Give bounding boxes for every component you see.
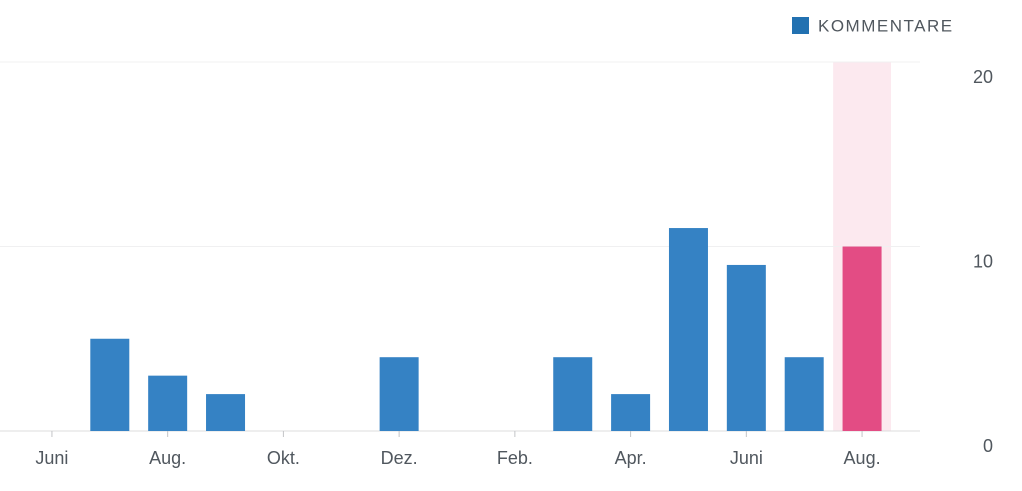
x-tick-label: Dez.: [381, 448, 418, 468]
bar: [379, 357, 419, 431]
bar: [90, 338, 130, 431]
x-tick-label: Okt.: [267, 448, 300, 468]
bar: [668, 228, 708, 431]
bar: [611, 394, 651, 431]
x-tick-label: Feb.: [497, 448, 533, 468]
y-tick-label: 10: [973, 251, 993, 271]
y-tick-label: 20: [973, 67, 993, 87]
y-tick-label: 0: [983, 436, 993, 456]
legend-swatch: [792, 17, 809, 34]
legend-label: KOMMENTARE: [818, 16, 954, 35]
x-tick-label: Aug.: [844, 448, 881, 468]
bar: [206, 394, 246, 431]
x-tick-label: Juni: [730, 448, 763, 468]
bar: [553, 357, 593, 431]
x-tick-label: Aug.: [149, 448, 186, 468]
x-tick-label: Juni: [35, 448, 68, 468]
bar: [726, 264, 766, 431]
bar: [784, 357, 824, 431]
bar: [148, 375, 188, 431]
x-tick-label: Apr.: [615, 448, 647, 468]
bar: [842, 246, 882, 431]
